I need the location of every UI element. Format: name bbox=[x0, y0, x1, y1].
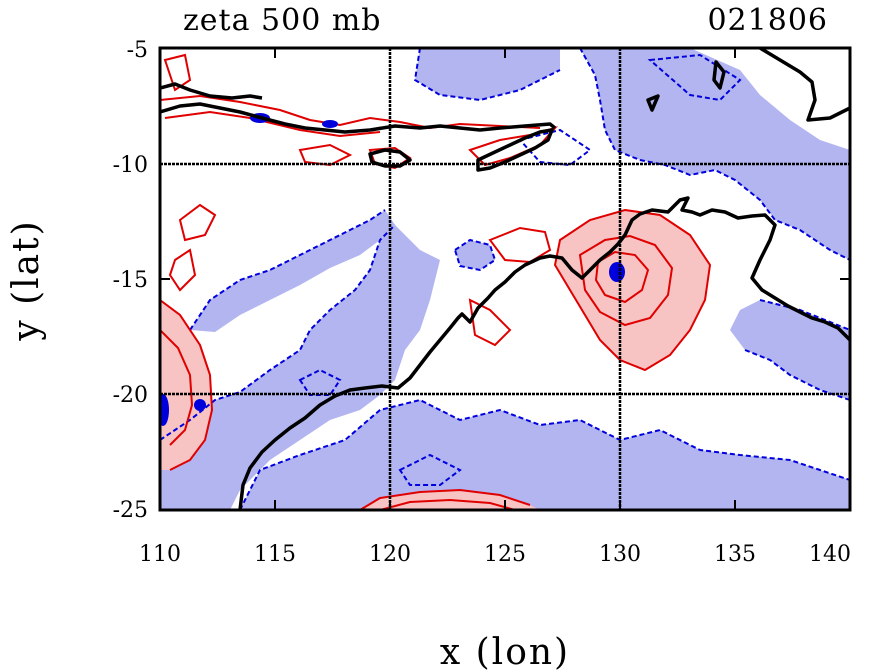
x-axis-title: x (lon) bbox=[440, 632, 570, 672]
coastline-australia bbox=[238, 196, 850, 510]
x-tick-label: 140 bbox=[809, 542, 851, 567]
neg-region-southwest bbox=[160, 225, 440, 510]
coastline-north-island bbox=[712, 60, 726, 90]
coastline-timor bbox=[476, 128, 554, 172]
gridlines bbox=[160, 48, 850, 510]
x-tick-label: 130 bbox=[599, 542, 641, 567]
y-tick-label: -5 bbox=[127, 38, 148, 63]
y-tick-label: -20 bbox=[113, 383, 148, 408]
x-tick-label: 125 bbox=[484, 542, 526, 567]
coastline-small-isl bbox=[646, 94, 660, 112]
field-layer bbox=[160, 48, 850, 510]
y-axis-title: y (lat) bbox=[6, 219, 47, 341]
y-tick-label: -25 bbox=[113, 498, 148, 523]
pos-region-cyclone bbox=[555, 210, 710, 370]
negative-vorticity-regions bbox=[160, 48, 850, 510]
coastline-java bbox=[160, 102, 557, 134]
coastline-borneo-tip bbox=[160, 82, 263, 100]
y-tick-label: -15 bbox=[113, 268, 148, 293]
neg-region-north-strip bbox=[415, 48, 560, 100]
x-tick-label: 135 bbox=[714, 542, 756, 567]
x-tick-label: 110 bbox=[139, 542, 181, 567]
neg-region-mid-patches bbox=[455, 240, 495, 270]
x-tick-label: 120 bbox=[369, 542, 411, 567]
coastline bbox=[160, 48, 850, 510]
neg-region-west-band bbox=[190, 210, 395, 332]
neg-region-east-lower bbox=[730, 300, 850, 400]
neg-region-south-center bbox=[240, 400, 850, 510]
axis-ticks bbox=[159, 48, 851, 510]
x-tick-label: 115 bbox=[254, 542, 296, 567]
coastline-east-papua bbox=[759, 48, 850, 122]
x-tick-labels: 110 115 120 125 130 135 140 bbox=[139, 542, 851, 567]
timestamp-label: 021806 bbox=[707, 3, 828, 38]
plot-title: zeta 500 mb bbox=[183, 3, 382, 38]
y-tick-label: -10 bbox=[113, 153, 148, 178]
y-tick-labels: -5 -10 -15 -20 -25 bbox=[113, 38, 148, 523]
